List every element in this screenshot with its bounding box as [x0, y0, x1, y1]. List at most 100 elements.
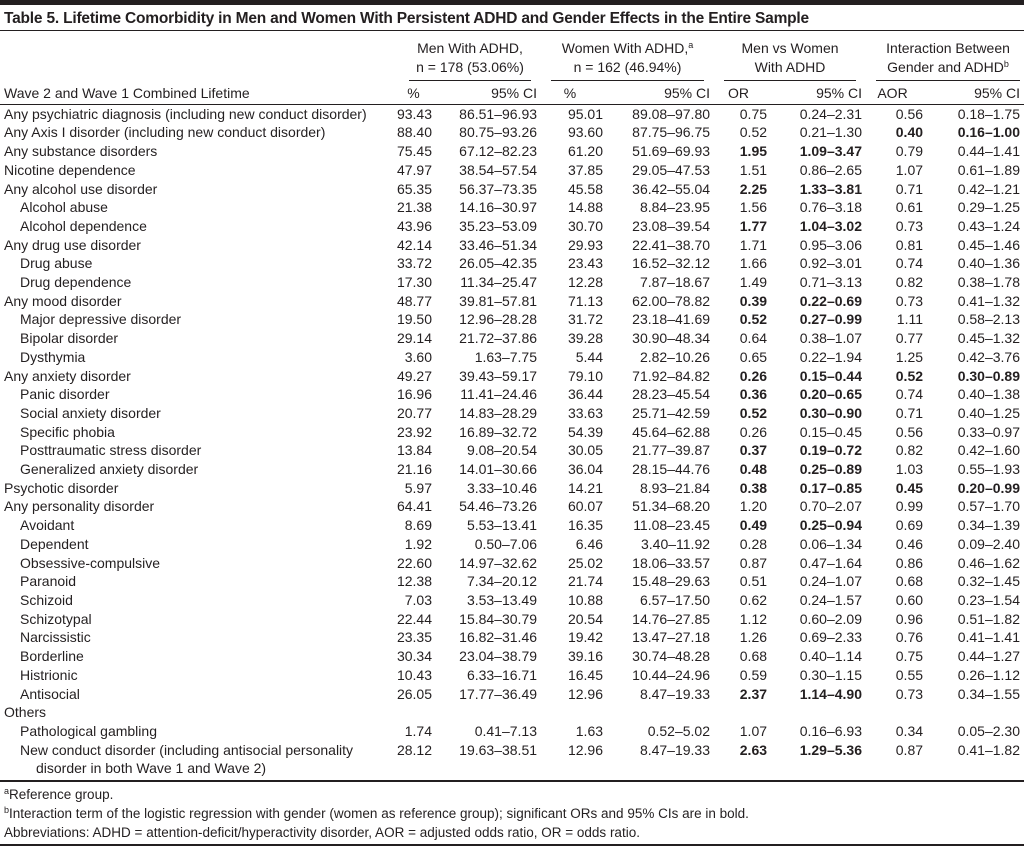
cell-or: 1.71 [739, 236, 768, 253]
cell-or-ci: 0.30–0.90 [799, 404, 863, 421]
cell-men-pct: 22.44 [396, 610, 432, 627]
cell-or-ci: 0.19–0.72 [799, 442, 863, 459]
cell-aor-ci: 0.41–1.32 [957, 292, 1021, 309]
cell-or-ci: 1.09–3.47 [799, 143, 863, 160]
cell-women-pct: 10.88 [567, 591, 604, 608]
row-label: Any personality disorder [0, 497, 395, 516]
cell-or: 1.49 [739, 274, 768, 291]
table-row: Bipolar disorder 29.14 21.72–37.86 39.28 30.… [0, 329, 1024, 348]
table-row: New conduct disorder (including antisoci… [0, 741, 1024, 780]
cell-aor-ci: 0.45–1.32 [957, 330, 1021, 347]
table-title: Table 5. Lifetime Comorbidity in Men and… [4, 10, 809, 27]
cell-women-ci: 28.23–45.54 [632, 386, 711, 403]
cell-or: 0.65 [739, 348, 768, 365]
cell-or: 0.62 [739, 591, 768, 608]
cell-men-pct: 43.96 [396, 217, 432, 234]
table-row: Any personality disorder 64.41 54.46–73.26… [0, 497, 1024, 516]
row-label-text: Any psychiatric diagnosis (including new… [4, 105, 367, 122]
cell-men-pct: 5.97 [404, 479, 432, 496]
cell-or-ci: 0.24–2.31 [799, 105, 863, 122]
cell-women-pct: 36.04 [567, 461, 604, 478]
cell-men-pct: 49.27 [396, 367, 432, 384]
cell-women-ci: 21.77–39.87 [632, 442, 711, 459]
cell-women-ci: 29.05–47.53 [632, 161, 711, 178]
row-label-text: Generalized anxiety disorder [20, 461, 199, 478]
cell-women-pct: 25.02 [567, 554, 604, 571]
cell-or: 1.77 [739, 217, 768, 234]
cell-aor-ci: 0.44–1.27 [957, 648, 1021, 665]
cell-or: 0.52 [739, 404, 768, 421]
cell-women-pct: 31.72 [567, 311, 604, 328]
cell-or: 0.38 [739, 479, 768, 496]
row-label: Any psychiatric diagnosis (including new… [0, 104, 395, 123]
col-men-pct: % [395, 81, 432, 105]
cell-women-pct: 30.70 [567, 217, 604, 234]
cell-men-ci: 86.51–96.93 [459, 105, 538, 122]
table-row: Dependent 1.92 0.50–7.06 6.46 3.40–11.92 0.28… [0, 535, 1024, 554]
footnotes: aReference group. bInteraction term of t… [0, 782, 1024, 842]
cell-aor-ci: 0.23–1.54 [957, 591, 1021, 608]
row-label: Paranoid [0, 572, 395, 591]
row-label: Any Axis I disorder (including new condu… [0, 123, 395, 142]
table-row: Posttraumatic stress disorder 13.84 9.08–2… [0, 441, 1024, 460]
row-label: Drug abuse [0, 254, 395, 273]
cell-or: 0.59 [739, 666, 768, 683]
cell-aor-ci: 0.26–1.12 [957, 666, 1021, 683]
cell-women-pct: 14.21 [567, 479, 604, 496]
cell-aor-ci: 0.58–2.13 [957, 311, 1021, 328]
cell-aor: 0.82 [895, 274, 924, 291]
cell-women-pct: 37.85 [567, 161, 604, 178]
cell-aor-ci: 0.40–1.36 [957, 255, 1021, 272]
row-label: Major depressive disorder [0, 310, 395, 329]
cell-men-ci: 3.53–13.49 [466, 591, 538, 608]
cell-aor [862, 703, 923, 722]
row-label-text: Dependent [20, 535, 89, 552]
cell-or: 1.51 [739, 161, 768, 178]
cell-aor-ci: 0.16–1.00 [957, 124, 1021, 141]
table-row: Any drug use disorder 42.14 33.46–51.34 29.… [0, 236, 1024, 255]
cell-men-pct: 1.74 [404, 722, 432, 739]
cell-men-ci: 14.97–32.62 [459, 554, 538, 571]
cell-or-ci: 0.22–1.94 [799, 348, 863, 365]
cell-women-pct: 54.39 [567, 423, 604, 440]
cell-men-ci: 7.34–20.12 [466, 573, 538, 590]
group-header-men: Men With ADHD, n = 178 (53.06%) [395, 31, 537, 81]
cell-men-pct: 23.92 [396, 423, 432, 440]
cell-women-ci: 22.41–38.70 [632, 236, 711, 253]
cell-men-pct: 22.60 [396, 554, 432, 571]
row-label: Borderline [0, 647, 395, 666]
footnote-b: bInteraction term of the logistic regres… [4, 805, 749, 822]
row-label-text: Paranoid [20, 573, 77, 590]
cell-women-ci: 16.52–32.12 [632, 255, 711, 272]
row-label-text: Alcohol abuse [20, 199, 108, 216]
cell-aor-ci: 0.41–1.82 [957, 741, 1021, 758]
cell-women-pct: 93.60 [567, 124, 604, 141]
table-row: Alcohol abuse 21.38 14.16–30.97 14.88 8.84–2… [0, 198, 1024, 217]
table-row: Psychotic disorder 5.97 3.33–10.46 14.21 8.9… [0, 479, 1024, 498]
cell-or-ci: 0.86–2.65 [799, 161, 863, 178]
row-label: Schizotypal [0, 610, 395, 629]
cell-or: 0.75 [739, 105, 768, 122]
cell-or [710, 703, 767, 722]
cell-or-ci: 0.20–0.65 [799, 386, 863, 403]
cell-women-ci: 23.18–41.69 [632, 311, 711, 328]
row-label-text: Pathological gambling [20, 722, 157, 739]
cell-aor: 0.69 [895, 517, 924, 534]
row-label: Any anxiety disorder [0, 367, 395, 386]
cell-aor-ci: 0.42–1.60 [957, 442, 1021, 459]
cell-or: 2.37 [739, 685, 768, 702]
cell-men-pct: 64.41 [396, 498, 432, 515]
row-label-text: Any substance disorders [4, 143, 158, 160]
cell-men-ci: 9.08–20.54 [466, 442, 538, 459]
cell-or-ci: 0.27–0.99 [799, 311, 863, 328]
cell-men-ci: 39.81–57.81 [459, 292, 538, 309]
cell-men-pct: 7.03 [404, 591, 432, 608]
table-row: Pathological gambling 1.74 0.41–7.13 1.63 0.… [0, 722, 1024, 741]
row-label: Any substance disorders [0, 142, 395, 161]
cell-women-ci: 8.93–21.84 [639, 479, 711, 496]
row-label: Any alcohol use disorder [0, 180, 395, 199]
row-label-text: Histrionic [20, 666, 78, 683]
cell-men-pct: 17.30 [396, 274, 432, 291]
cell-aor-ci: 0.61–1.89 [957, 161, 1021, 178]
cell-women-ci: 15.48–29.63 [632, 573, 711, 590]
